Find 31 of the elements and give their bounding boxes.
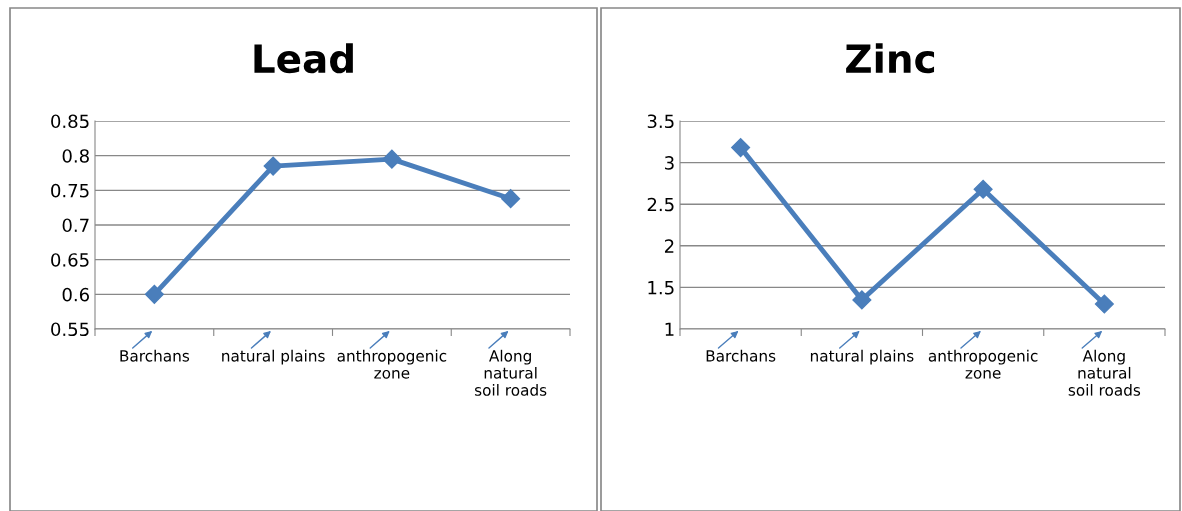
x-tick-label: Barchans [120, 349, 190, 362]
x-tick-label: natural plains [810, 349, 914, 365]
y-tick-label: 3 [665, 156, 674, 170]
x-tick-label: Barchans [706, 349, 776, 362]
x-tick-label: natural plains [222, 349, 325, 365]
y-tick-label: 3.5 [647, 114, 674, 129]
point [382, 149, 402, 169]
y-tick-label: 0.7 [62, 218, 89, 233]
x-tick-label: anthropogenic zone [928, 349, 1038, 379]
point [1094, 294, 1114, 314]
y-tick-label: 1.5 [648, 281, 674, 295]
chart-title: Lead [254, 43, 353, 74]
chart-title: Zinc [846, 43, 935, 74]
point [973, 179, 993, 199]
y-tick-label: 1 [665, 322, 674, 336]
y-tick-label: 0.85 [51, 114, 89, 129]
x-tick-label: Along natural soil roads [1068, 349, 1141, 396]
point [501, 189, 521, 209]
point [144, 284, 164, 304]
y-tick-label: 0.8 [62, 149, 89, 163]
y-tick-label: 0.55 [51, 322, 89, 337]
point [852, 290, 872, 310]
x-tick-label: anthropogenic zone [337, 349, 447, 379]
y-tick-label: 0.65 [51, 253, 89, 267]
y-tick-label: 0.75 [51, 183, 89, 198]
y-tick-label: 2 [664, 239, 674, 253]
x-tick-label: Along natural soil roads [474, 349, 547, 396]
y-tick-label: 2.5 [647, 197, 674, 212]
point [263, 156, 283, 176]
point [731, 138, 751, 158]
y-tick-label: 0.6 [62, 287, 89, 302]
